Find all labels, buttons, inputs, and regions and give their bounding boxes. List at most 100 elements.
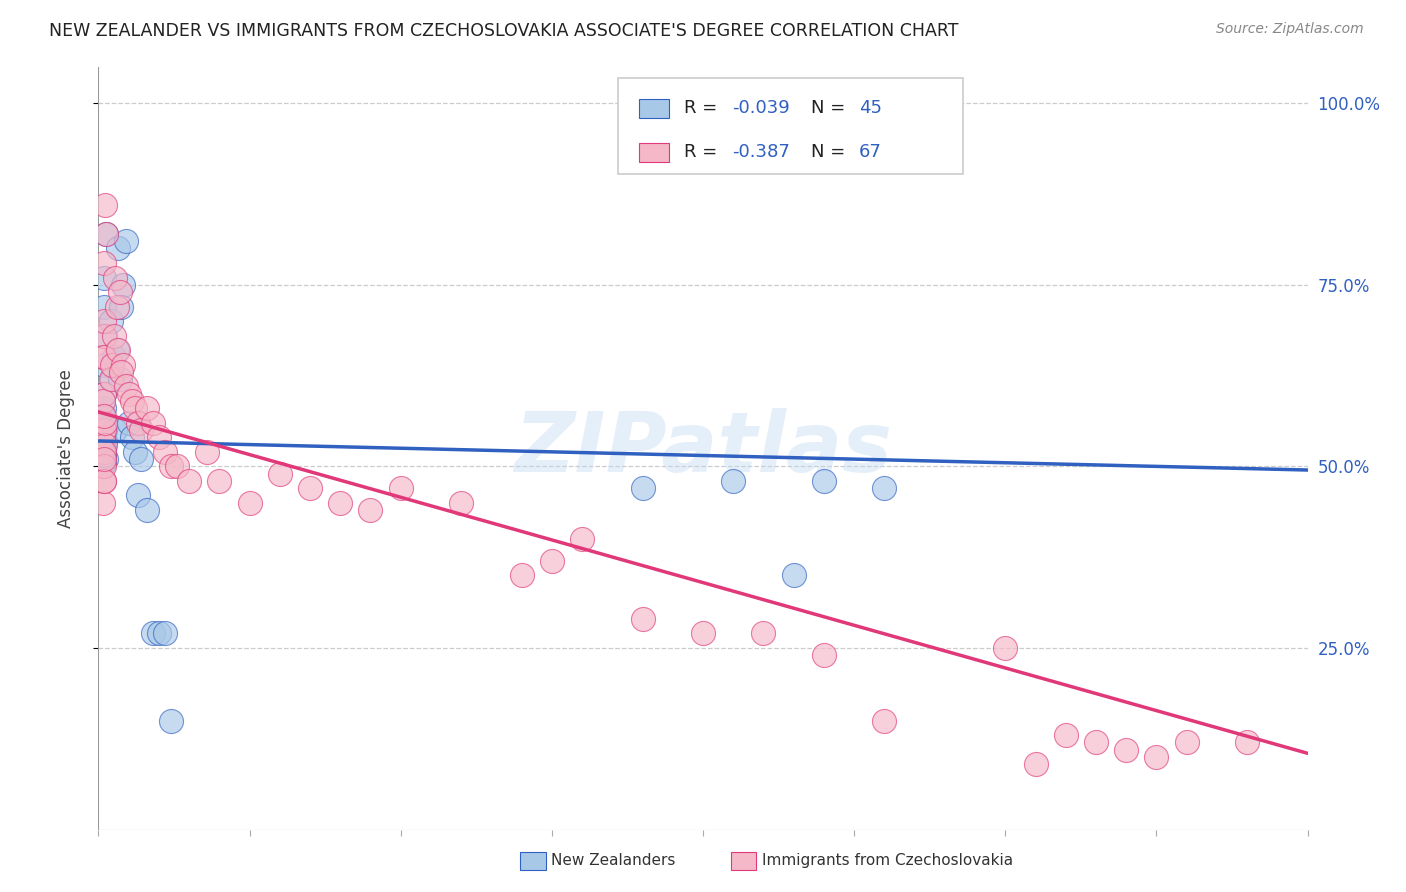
Point [93,441,115,455]
Point [129,423,152,437]
Point [239,496,262,510]
Point [389,481,412,495]
Point [110,300,132,314]
Point [129,452,152,467]
Point [124,445,146,459]
Point [1085,735,1108,749]
Point [111,277,134,292]
Point [208,474,231,488]
Point [94,198,117,212]
Point [93,449,115,463]
Point [160,714,183,728]
Point [91,437,114,451]
Point [93,386,115,401]
Point [299,481,322,495]
Point [994,640,1017,655]
Point [135,401,157,416]
Point [94,227,117,241]
Point [329,496,352,510]
Text: R =: R = [683,100,723,118]
Point [93,474,115,488]
Point [195,445,218,459]
Point [148,430,170,444]
Text: 67: 67 [859,144,882,161]
Text: N =: N = [811,144,851,161]
Point [752,626,775,640]
Point [103,351,125,365]
Point [108,285,131,299]
Text: Immigrants from Czechoslovakia: Immigrants from Czechoslovakia [762,854,1014,868]
Point [1236,735,1258,749]
Point [160,459,183,474]
Point [104,270,127,285]
Point [93,256,115,270]
Point [110,365,132,379]
Point [121,394,143,409]
Point [91,351,114,365]
Point [1175,735,1198,749]
Point [692,626,714,640]
Point [135,503,157,517]
Text: -0.387: -0.387 [733,144,790,161]
Point [91,496,114,510]
Point [127,416,149,430]
Point [124,401,146,416]
Text: New Zealanders: New Zealanders [551,854,675,868]
Point [93,314,115,328]
Point [142,626,165,640]
Point [93,401,115,416]
Point [118,416,141,430]
Point [269,467,291,481]
Point [91,409,114,423]
Point [142,416,165,430]
Y-axis label: Associate's Degree: Associate's Degree [56,368,75,528]
Point [873,481,896,495]
Point [93,358,115,372]
Point [93,300,115,314]
Point [723,474,745,488]
Point [93,474,115,488]
Point [94,328,117,343]
Point [94,437,117,451]
Point [179,474,201,488]
Point [100,372,122,386]
Point [94,423,117,437]
Point [91,445,114,459]
Point [91,394,114,409]
Point [1054,728,1077,742]
Point [1144,750,1167,764]
Point [104,423,127,437]
Point [93,270,115,285]
Point [1115,742,1137,756]
Point [107,242,129,256]
Point [93,416,115,430]
Point [94,434,117,448]
Point [105,343,128,358]
Point [360,503,382,517]
Text: N =: N = [811,100,851,118]
Point [450,496,472,510]
Point [510,568,533,582]
Point [153,626,176,640]
Point [93,456,115,470]
Point [91,430,114,444]
Point [93,449,115,463]
Point [873,714,896,728]
FancyBboxPatch shape [638,143,669,161]
Point [108,372,131,386]
Point [100,358,122,372]
Point [783,568,806,582]
Point [1024,757,1046,772]
Point [127,488,149,502]
Point [93,328,115,343]
Point [93,459,115,474]
Point [121,430,143,444]
Point [105,300,128,314]
Text: R =: R = [683,144,723,161]
Point [114,234,136,248]
Point [571,532,593,546]
FancyBboxPatch shape [619,78,963,174]
Text: NEW ZEALANDER VS IMMIGRANTS FROM CZECHOSLOVAKIA ASSOCIATE'S DEGREE CORRELATION C: NEW ZEALANDER VS IMMIGRANTS FROM CZECHOS… [49,22,959,40]
Point [100,314,122,328]
Text: 45: 45 [859,100,882,118]
